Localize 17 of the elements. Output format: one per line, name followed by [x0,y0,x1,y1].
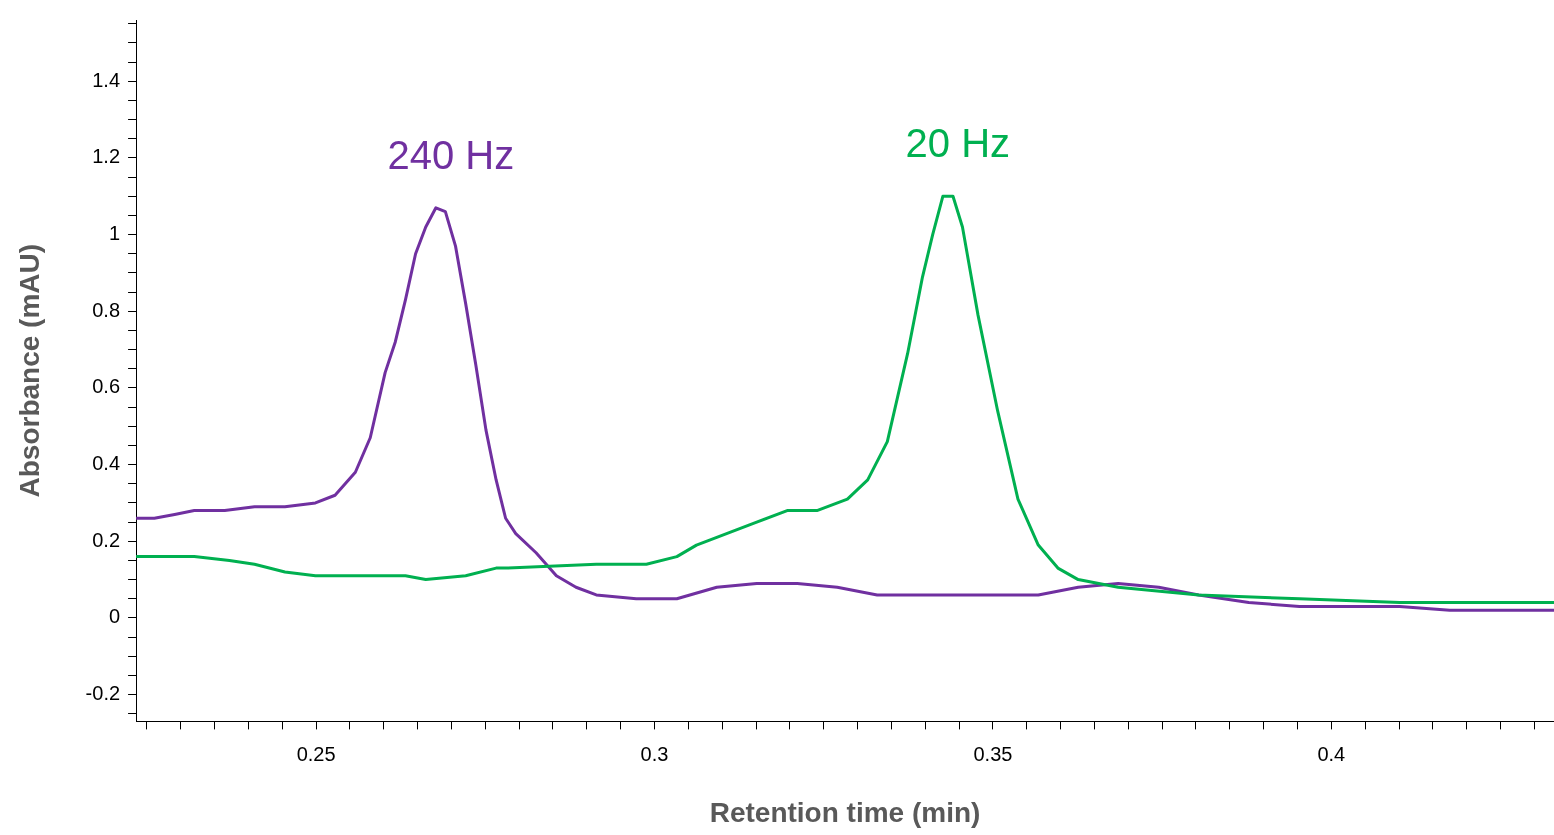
y-axis-title: Absorbance (mAU) [13,243,45,498]
y-tick-label: 1.2 [92,145,121,168]
y-tick-label: 1 [108,222,121,245]
y-tick-label: 0.8 [92,298,121,321]
y-tick-label: 1.4 [92,68,121,91]
x-tick-label: 0.3 [640,742,669,765]
y-tick-label: -0.2 [85,682,121,705]
y-tick-label: 0.6 [92,375,121,398]
x-tick-label: 0.25 [296,742,336,765]
series-label: 240 Hz [387,132,515,177]
x-tick-label: 0.4 [1317,742,1346,765]
y-tick-label: 0.4 [92,452,121,475]
x-tick-label: 0.35 [973,742,1013,765]
y-tick-label: 0 [108,605,121,628]
x-axis-title: Retention time (min) [709,796,981,828]
y-tick-label: 0.2 [92,528,121,551]
series-label: 20 Hz [905,121,1011,166]
